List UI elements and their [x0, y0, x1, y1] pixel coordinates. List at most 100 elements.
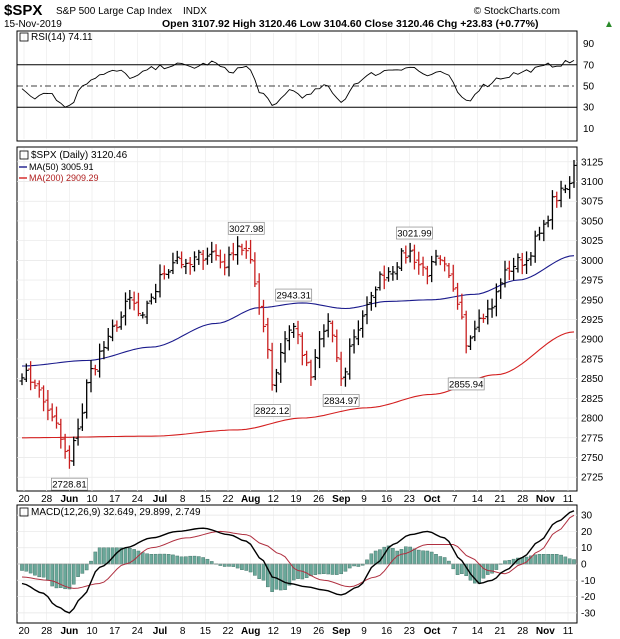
- macd-histogram-bar: [369, 553, 374, 565]
- price-y-tick: 2825: [581, 394, 604, 405]
- rsi-y-tick: 30: [583, 103, 595, 114]
- macd-y-tick: -20: [581, 592, 596, 603]
- macd-x-tick: 7: [452, 626, 458, 637]
- price-y-tick: 2750: [581, 453, 604, 464]
- macd-histogram-bar: [132, 549, 136, 565]
- macd-x-tick: Oct: [424, 626, 441, 637]
- macd-histogram-bar: [447, 560, 451, 565]
- price-legend-icon: [19, 150, 29, 160]
- macd-histogram-bar: [425, 550, 430, 565]
- macd-histogram-bar: [235, 563, 240, 569]
- price-y-tick: 3100: [581, 177, 604, 188]
- macd-x-tick: 17: [109, 626, 121, 637]
- macd-histogram-bar: [567, 558, 572, 565]
- annotation-box: [322, 394, 360, 407]
- macd-histogram-bar: [304, 563, 309, 578]
- rsi-label: RSI(14) 74.11: [31, 32, 93, 43]
- macd-histogram-bar: [404, 546, 408, 565]
- macd-x-tick: 28: [517, 626, 529, 637]
- macd-histogram-bar: [253, 563, 257, 576]
- macd-label: MACD(12,26,9) 32.649, 29.899, 2.749: [31, 507, 201, 518]
- macd-histogram-bar: [490, 563, 494, 574]
- macd-histogram-bar: [24, 563, 29, 572]
- macd-histogram-bar: [326, 563, 330, 575]
- macd-histogram-bar: [373, 550, 378, 565]
- rsi-y-tick: 50: [583, 82, 595, 93]
- price-x-tick: Jul: [153, 494, 168, 505]
- macd-histogram-bar: [343, 563, 348, 572]
- price-x-tick: Sep: [332, 494, 350, 505]
- price-y-tick: 2725: [581, 473, 604, 484]
- macd-histogram-bar: [188, 555, 192, 565]
- macd-histogram-bar: [240, 563, 244, 570]
- macd-histogram-bar: [115, 547, 119, 565]
- macd-histogram-bar: [205, 558, 210, 565]
- macd-histogram-bar: [330, 563, 335, 575]
- macd-histogram-bar: [365, 559, 369, 565]
- macd-histogram-bar: [244, 563, 249, 571]
- ohlc-readout: Open 3107.92 High 3120.46 Low 3104.60 Cl…: [162, 18, 538, 30]
- annotation-label: 3021.99: [397, 229, 431, 240]
- macd-histogram-bar: [429, 551, 434, 565]
- macd-x-tick: 9: [361, 626, 367, 637]
- ma200-label: MA(200) 2909.29: [29, 173, 99, 183]
- macd-histogram-bar: [451, 563, 456, 570]
- macd-histogram-bar: [248, 563, 253, 573]
- macd-histogram-bar: [175, 555, 180, 565]
- macd-histogram-bar: [184, 556, 188, 565]
- price-x-tick: 23: [404, 494, 416, 505]
- macd-histogram-bar: [460, 563, 464, 574]
- macd-signal-line: [21, 514, 575, 589]
- price-x-tick: 20: [18, 494, 30, 505]
- price-x-tick: 8: [180, 494, 186, 505]
- macd-histogram-bar: [123, 547, 128, 565]
- macd-histogram-bar: [261, 563, 266, 581]
- macd-histogram-bar: [434, 554, 438, 565]
- rsi-y-tick: 70: [583, 60, 595, 71]
- source: © StockCharts.com: [474, 6, 560, 17]
- ma200-line: [22, 331, 575, 439]
- macd-y-tick: -30: [581, 608, 596, 619]
- price-x-tick: 7: [452, 494, 458, 505]
- macd-x-tick: Jun: [60, 626, 78, 637]
- macd-x-tick: 14: [472, 626, 484, 637]
- macd-histogram-bar: [166, 554, 171, 565]
- macd-histogram-bar: [50, 563, 54, 587]
- macd-histogram-bar: [171, 554, 175, 565]
- price-x-tick: 28: [517, 494, 529, 505]
- price-x-tick: 15: [200, 494, 212, 505]
- macd-histogram-bar: [278, 563, 283, 591]
- macd-histogram-bar: [257, 563, 261, 579]
- price-x-tick: Nov: [536, 494, 555, 505]
- macd-histogram-bar: [149, 554, 154, 565]
- macd-x-tick: 16: [381, 626, 393, 637]
- macd-histogram-bar: [507, 560, 512, 565]
- macd-histogram-bar: [412, 548, 417, 565]
- macd-histogram-bar: [28, 563, 33, 574]
- price-x-tick: 16: [381, 494, 393, 505]
- macd-histogram-bar: [209, 561, 214, 565]
- macd-histogram-bar: [76, 563, 80, 577]
- macd-histogram-bar: [485, 563, 490, 575]
- macd-histogram-bar: [97, 547, 102, 565]
- macd-histogram-bar: [162, 553, 167, 565]
- macd-histogram-bar: [283, 563, 287, 590]
- price-x-tick: 9: [361, 494, 367, 505]
- price-x-tick: 19: [290, 494, 302, 505]
- macd-x-tick: 21: [494, 626, 506, 637]
- macd-histogram-bar: [54, 563, 59, 589]
- macd-histogram-bar: [408, 546, 412, 565]
- macd-plot: [17, 510, 577, 614]
- macd-histogram-bar: [399, 549, 404, 565]
- annotation-box: [275, 288, 313, 302]
- price-y-tick: 3125: [581, 157, 604, 168]
- annotation-box: [51, 477, 88, 491]
- macd-histogram-bar: [442, 557, 447, 565]
- price-x-tick: 10: [86, 494, 98, 505]
- macd-histogram-bar: [356, 563, 361, 567]
- price-y-tick: 2850: [581, 374, 604, 385]
- macd-histogram-bar: [309, 563, 313, 577]
- macd-histogram-bar: [313, 563, 318, 575]
- macd-histogram-bar: [559, 554, 563, 565]
- price-y-tick: 3025: [581, 236, 604, 247]
